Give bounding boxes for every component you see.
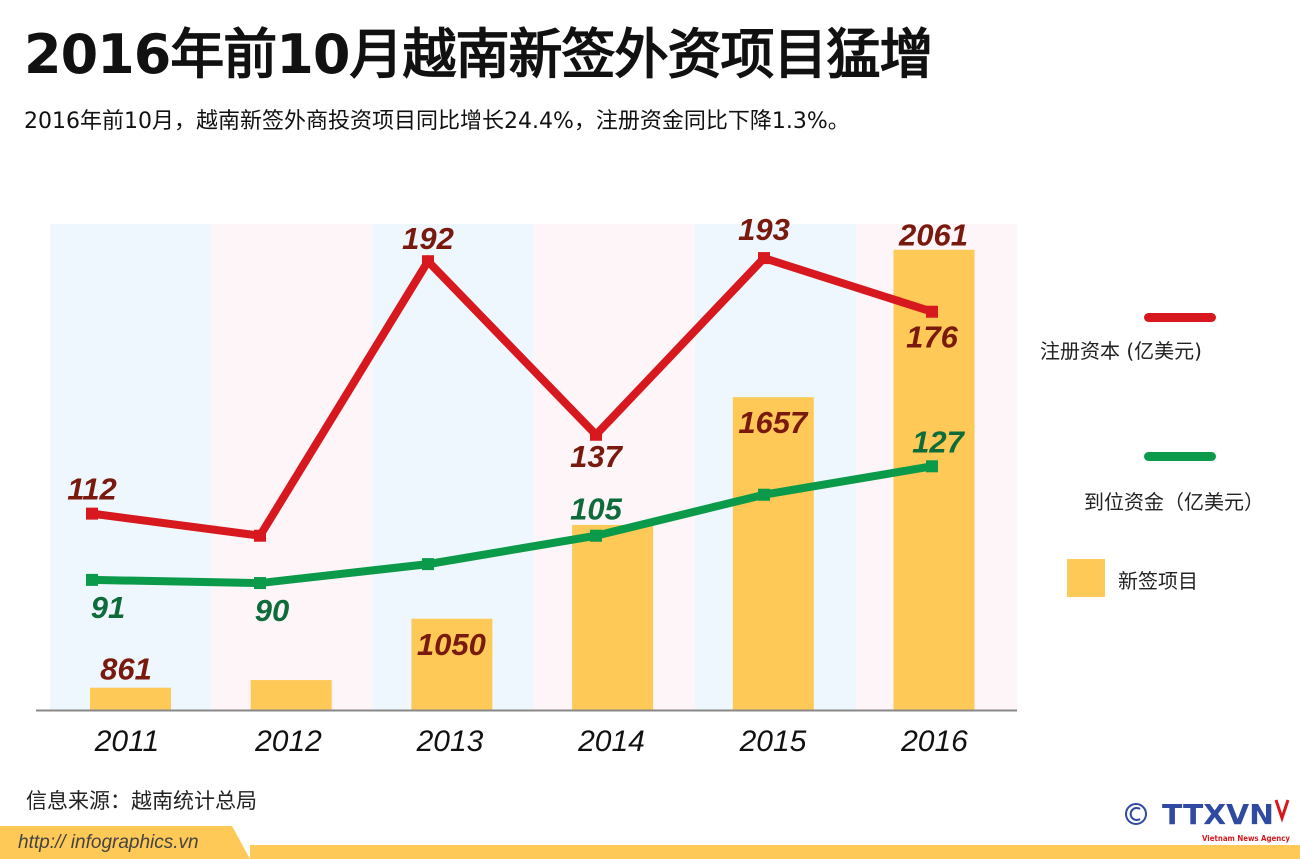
tick-label-2011: 2011 xyxy=(94,725,160,758)
label-registered-2016: 176 xyxy=(906,320,958,355)
source-note: 信息来源：越南统计总局 xyxy=(26,789,257,813)
website-tab[interactable]: http:// infographics.vn xyxy=(0,826,250,859)
tick-label-2014: 2014 xyxy=(577,725,645,758)
label-registered-2013: 192 xyxy=(402,221,454,256)
tick-label-2016: 2016 xyxy=(900,725,968,758)
point-2015 xyxy=(758,252,770,265)
point-2013 xyxy=(422,255,434,268)
ttxvn-logo: TTXVN Vietnam News Agency xyxy=(1125,798,1291,843)
year-band xyxy=(211,224,373,710)
label-registered-2015: 193 xyxy=(738,212,790,247)
chart-title: 2016年前10月越南新签外资项目猛增 xyxy=(24,23,933,86)
bar-2014 xyxy=(572,524,654,710)
point-2011 xyxy=(86,573,98,586)
label-projects-2011: 861 xyxy=(100,652,152,687)
legend-swatch-new-projects xyxy=(1067,559,1105,597)
tick-label-2012: 2012 xyxy=(254,725,322,758)
bar-2013 xyxy=(411,618,493,710)
point-2016 xyxy=(926,305,938,318)
point-2012 xyxy=(254,577,266,590)
label-projects-2013: 1050 xyxy=(417,627,486,662)
footer-bar xyxy=(250,845,1300,859)
bar-2011 xyxy=(90,687,171,710)
chart-subtitle: 2016年前10月，越南新签外商投资项目同比增长24.4%，注册资金同比下降1.… xyxy=(24,109,850,134)
legend-label-disbursed-capital: 到位资金（亿美元） xyxy=(1084,490,1264,514)
label-disbursed-2016: 127 xyxy=(912,424,965,459)
label-disbursed-2012: 90 xyxy=(255,593,289,628)
legend-label-new-projects: 新签项目 xyxy=(1118,569,1198,593)
tick-label-2013: 2013 xyxy=(416,725,484,758)
point-2016 xyxy=(926,460,938,473)
legend-swatch-registered-capital xyxy=(1144,313,1216,322)
bar-2016 xyxy=(893,249,975,711)
website-url[interactable]: http:// infographics.vn xyxy=(18,832,199,853)
label-registered-2011: 112 xyxy=(67,472,116,507)
line-registered xyxy=(91,253,934,541)
point-2014 xyxy=(590,428,602,441)
point-2014 xyxy=(590,529,602,542)
bar-2012 xyxy=(250,680,332,710)
point-2015 xyxy=(758,488,770,501)
point-2012 xyxy=(254,529,266,542)
label-disbursed-2011: 91 xyxy=(91,590,125,625)
year-band xyxy=(50,224,212,710)
point-2011 xyxy=(86,507,98,520)
legend-label-registered-capital: 注册资本 (亿美元) xyxy=(1040,339,1202,363)
line-disbursed xyxy=(91,462,933,588)
svg-text:TTXVN: TTXVN xyxy=(1162,798,1274,831)
label-registered-2014: 137 xyxy=(570,439,623,474)
bar-2015 xyxy=(732,397,814,710)
svg-text:Vietnam News Agency: Vietnam News Agency xyxy=(1202,834,1291,843)
label-disbursed-2014: 105 xyxy=(570,492,622,527)
label-projects-2016: 2061 xyxy=(898,218,968,253)
legend-swatch-disbursed-capital xyxy=(1144,452,1216,461)
point-2013 xyxy=(422,558,434,571)
tick-label-2015: 2015 xyxy=(739,725,807,758)
label-projects-2015: 1657 xyxy=(738,405,809,440)
